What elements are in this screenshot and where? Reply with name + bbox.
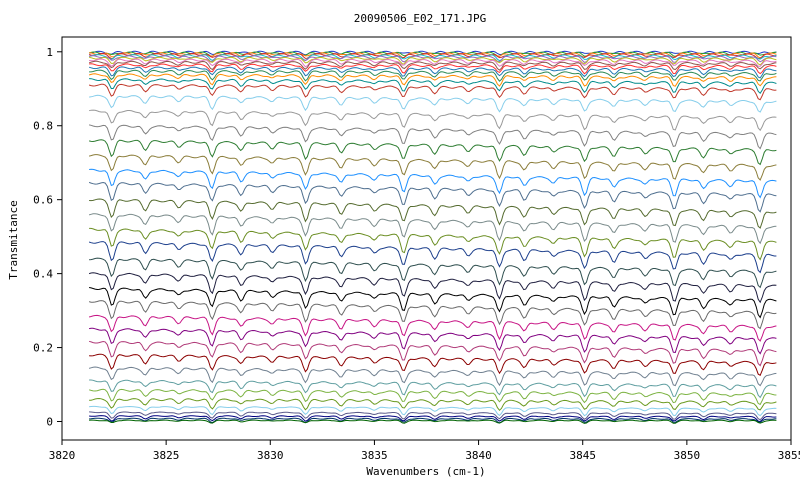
y-tick-label: 1: [46, 46, 53, 59]
series-line: [89, 168, 777, 199]
y-tick-label: 0.6: [33, 194, 53, 207]
y-axis-label: Transmitance: [7, 200, 20, 279]
series-line: [89, 417, 777, 424]
series-line: [89, 415, 777, 423]
series-line: [88, 66, 777, 79]
series-line: [89, 94, 777, 113]
series-line: [88, 154, 777, 181]
x-axis: 3820 3825 3830 3835 3840 3845 3850 3855: [49, 440, 800, 462]
series-line: [89, 78, 777, 94]
plot-frame: [61, 36, 792, 441]
series-line: [89, 405, 777, 417]
series-line: [89, 411, 777, 421]
x-axis-label: Wavenumbers (cm-1): [366, 465, 485, 478]
series-line: [89, 198, 777, 229]
y-tick-label: 0.2: [33, 342, 53, 355]
series-line: [89, 353, 777, 377]
series-line: [89, 124, 777, 150]
x-tick-label: 3855: [778, 449, 800, 462]
series-line: [89, 419, 777, 424]
series-line: [89, 69, 777, 82]
y-tick-label: 0.4: [33, 268, 53, 281]
series-line: [89, 56, 777, 66]
series-line: [88, 55, 777, 63]
chart-title: 20090506_E02_171.JPG: [354, 12, 486, 25]
series-line: [89, 227, 777, 261]
series-group: [88, 50, 777, 424]
series-line: [88, 83, 777, 101]
x-tick-label: 3840: [465, 449, 492, 462]
series-line: [88, 213, 777, 245]
series-line: [88, 73, 777, 87]
series-line: [88, 181, 777, 213]
series-line: [88, 272, 777, 304]
series-line: [89, 379, 777, 399]
x-tick-label: 3835: [361, 449, 388, 462]
series-line: [89, 257, 777, 289]
series-line: [88, 60, 777, 71]
x-tick-label: 3825: [153, 449, 180, 462]
series-line: [89, 397, 777, 412]
series-line: [88, 109, 777, 132]
series-line: [88, 241, 777, 274]
x-tick-label: 3850: [674, 449, 701, 462]
series-line: [88, 340, 777, 367]
series-line: [89, 58, 777, 68]
series-line: [89, 327, 777, 355]
series-line: [89, 63, 777, 75]
y-tick-label: 0: [46, 416, 53, 429]
x-tick-label: 3845: [569, 449, 596, 462]
series-line: [88, 388, 777, 406]
x-tick-label: 3820: [49, 449, 76, 462]
y-tick-label: 0.8: [33, 120, 53, 133]
series-line: [88, 300, 777, 330]
series-line: [88, 314, 777, 342]
series-line: [89, 287, 777, 319]
x-tick-label: 3830: [257, 449, 284, 462]
series-line: [88, 139, 777, 166]
series-line: [88, 366, 777, 387]
y-axis: 0 0.2 0.4 0.6 0.8 1: [33, 46, 62, 429]
